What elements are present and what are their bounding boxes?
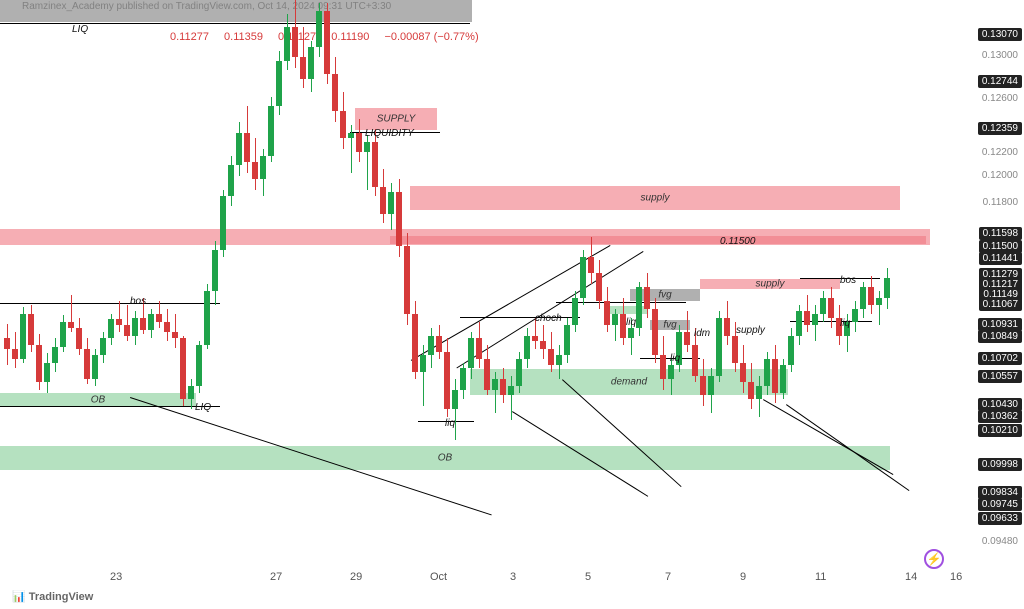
xtick: 11 [815, 571, 826, 583]
trendline [562, 379, 682, 487]
annotation-LIQ: LIQ [72, 24, 88, 35]
annotation-supply: supply [736, 325, 765, 336]
annotation-bos: bos [840, 275, 856, 286]
annotation-0.11500: 0.11500 [720, 236, 755, 247]
annotation-choch: choch [535, 313, 562, 324]
xtick: Oct [430, 571, 447, 583]
zone-sup [390, 236, 926, 244]
y-axis: 0.13000 0.12600 0.12200 0.12000 0.11800 0.094… [960, 0, 1024, 555]
hline [0, 23, 470, 24]
xtick: 3 [510, 571, 516, 583]
ylabel: 0.10210 [978, 424, 1022, 437]
annotation-liq: liq [626, 317, 636, 328]
ylabel: 0.11598 [979, 227, 1022, 240]
ytick: 0.12200 [982, 147, 1018, 158]
annotation-liq: liq [840, 318, 850, 329]
zone-gray [0, 0, 472, 22]
ytick: 0.09480 [982, 536, 1018, 547]
hline [0, 406, 220, 407]
ytick: 0.12000 [982, 170, 1018, 181]
annotation-idm: idm [694, 328, 710, 339]
ytick: 0.11800 [983, 197, 1018, 208]
snapshot-icon[interactable]: ⚡ [924, 549, 944, 569]
ylabel: 0.10849 [978, 330, 1022, 343]
xtick: 27 [270, 571, 282, 583]
ylabel: 0.10702 [978, 352, 1022, 365]
tradingview-logo: 📊 TradingView [12, 590, 93, 603]
ylabel: 0.10362 [978, 410, 1022, 423]
ylabel: 0.09745 [978, 498, 1022, 511]
ytick: 0.12600 [982, 93, 1018, 104]
zone-supply: supply [700, 279, 840, 289]
zone-OB: OB [0, 393, 196, 407]
annotation-bos: bos [130, 296, 146, 307]
xtick: 16 [950, 571, 962, 583]
hline [0, 303, 220, 304]
xtick: 9 [740, 571, 746, 583]
hline [460, 317, 580, 318]
annotation-liq: liq [445, 418, 455, 429]
ylabel: 0.09998 [978, 458, 1022, 471]
ylabel: 0.10557 [978, 370, 1022, 383]
xtick: 23 [110, 571, 122, 583]
ytick: 0.13000 [982, 50, 1018, 61]
xtick: 14 [905, 571, 917, 583]
xtick: 29 [350, 571, 362, 583]
xtick: 5 [585, 571, 591, 583]
ylabel: 0.13070 [978, 28, 1022, 41]
zone-SUPPLY: SUPPLY [355, 108, 437, 130]
ylabel: 0.12359 [978, 122, 1022, 135]
ylabel: 0.11067 [979, 298, 1022, 311]
annotation-liq: liq [670, 353, 680, 364]
annotation-LIQUIDITY: LIQUIDITY [365, 128, 414, 139]
xtick: 7 [665, 571, 671, 583]
annotation-LIQ: LIQ [195, 402, 211, 413]
zone-supply: supply [410, 186, 900, 210]
ylabel: 0.12744 [978, 75, 1022, 88]
x-axis: 23 27 29 Oct 3 5 7 9 11 14 16 [0, 563, 960, 583]
zone-OB: OB [0, 446, 890, 470]
ylabel: 0.09633 [978, 512, 1022, 525]
price-chart[interactable]: SUPPLYsupplyOBOBdemandsupplyfvgfvgLIQbos… [0, 0, 960, 555]
ylabel: 0.11441 [979, 252, 1022, 265]
